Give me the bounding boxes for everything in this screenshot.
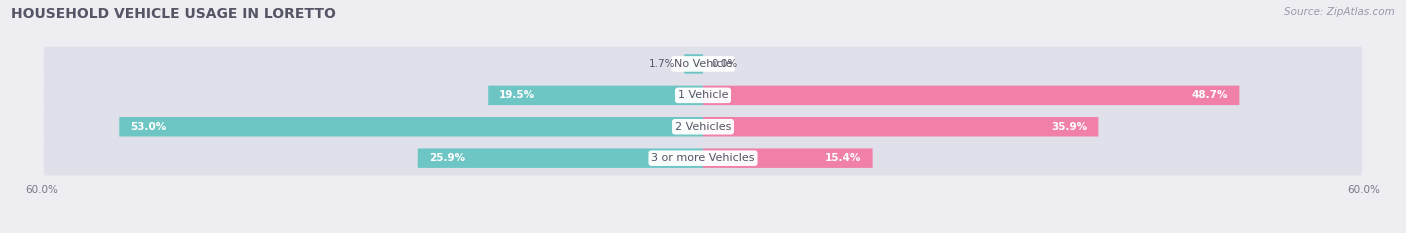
Text: 48.7%: 48.7% [1192, 90, 1229, 100]
Text: 1.7%: 1.7% [650, 59, 675, 69]
FancyBboxPatch shape [703, 148, 873, 168]
Text: 25.9%: 25.9% [429, 153, 465, 163]
Text: 35.9%: 35.9% [1052, 122, 1087, 132]
FancyBboxPatch shape [703, 86, 1239, 105]
FancyBboxPatch shape [44, 47, 1362, 81]
FancyBboxPatch shape [685, 54, 703, 74]
Text: HOUSEHOLD VEHICLE USAGE IN LORETTO: HOUSEHOLD VEHICLE USAGE IN LORETTO [11, 7, 336, 21]
Text: No Vehicle: No Vehicle [673, 59, 733, 69]
Text: 53.0%: 53.0% [131, 122, 166, 132]
Text: 15.4%: 15.4% [825, 153, 862, 163]
Text: 2 Vehicles: 2 Vehicles [675, 122, 731, 132]
Legend: Owner-occupied, Renter-occupied: Owner-occupied, Renter-occupied [586, 230, 820, 233]
Text: Source: ZipAtlas.com: Source: ZipAtlas.com [1284, 7, 1395, 17]
FancyBboxPatch shape [44, 78, 1362, 113]
Text: 1 Vehicle: 1 Vehicle [678, 90, 728, 100]
Text: 0.0%: 0.0% [711, 59, 738, 69]
FancyBboxPatch shape [44, 141, 1362, 175]
FancyBboxPatch shape [488, 86, 703, 105]
FancyBboxPatch shape [44, 110, 1362, 144]
Text: 19.5%: 19.5% [499, 90, 536, 100]
FancyBboxPatch shape [703, 117, 1098, 137]
FancyBboxPatch shape [418, 148, 703, 168]
Text: 3 or more Vehicles: 3 or more Vehicles [651, 153, 755, 163]
FancyBboxPatch shape [120, 117, 703, 137]
